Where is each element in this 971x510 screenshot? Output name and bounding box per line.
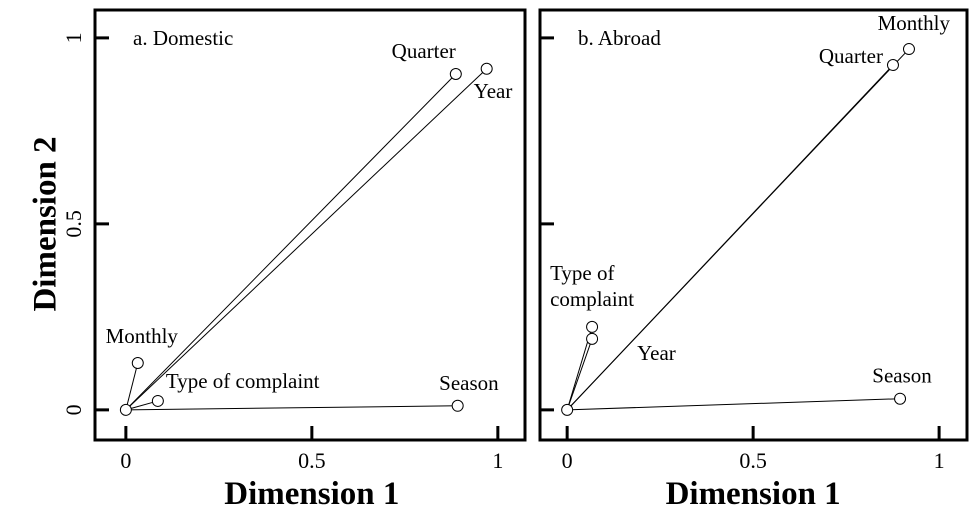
x-axis-label: Dimension 1	[666, 476, 841, 510]
vector	[566, 338, 593, 411]
x-tick-label: 0.5	[739, 448, 767, 473]
y-tick-label: 0	[61, 404, 86, 415]
point-label: Year	[474, 79, 513, 103]
panel-title: a. Domestic	[133, 26, 233, 50]
y-tick-label: 1	[61, 32, 86, 43]
point	[894, 392, 907, 405]
vector	[566, 64, 894, 411]
point	[902, 43, 915, 56]
x-tick-label: 0	[562, 448, 573, 473]
y-tick-label: 0.5	[61, 210, 86, 238]
vector	[125, 405, 458, 411]
point-label: Type of complaint	[166, 369, 320, 393]
point-label: Monthly	[106, 324, 179, 348]
point	[449, 67, 462, 80]
point-label: Season	[439, 371, 499, 395]
vector	[125, 73, 457, 411]
y-axis-label: Dimension 2	[28, 136, 64, 311]
point	[586, 320, 599, 333]
vector	[567, 398, 901, 411]
point-label: Year	[637, 341, 676, 365]
point	[451, 399, 464, 412]
point-label-box: Type of complaint	[550, 260, 635, 311]
x-axis-label: Dimension 1	[224, 476, 399, 510]
x-tick-label: 0	[120, 448, 131, 473]
origin	[119, 403, 132, 416]
point-label: Quarter	[392, 39, 456, 63]
x-tick-label: 0.5	[298, 448, 326, 473]
origin	[561, 403, 574, 416]
point	[886, 59, 899, 72]
point-label: Season	[872, 364, 932, 388]
vector	[125, 362, 139, 410]
x-tick-label: 1	[934, 448, 945, 473]
point	[480, 62, 493, 75]
point-label: Quarter	[819, 44, 883, 68]
point-label: Type of complaint	[550, 260, 635, 311]
point-label: Monthly	[878, 11, 951, 35]
point	[131, 357, 144, 370]
point	[586, 332, 599, 345]
x-tick-label: 1	[492, 448, 503, 473]
vector	[125, 68, 488, 411]
panel-title: b. Abroad	[578, 26, 661, 50]
point	[151, 394, 164, 407]
